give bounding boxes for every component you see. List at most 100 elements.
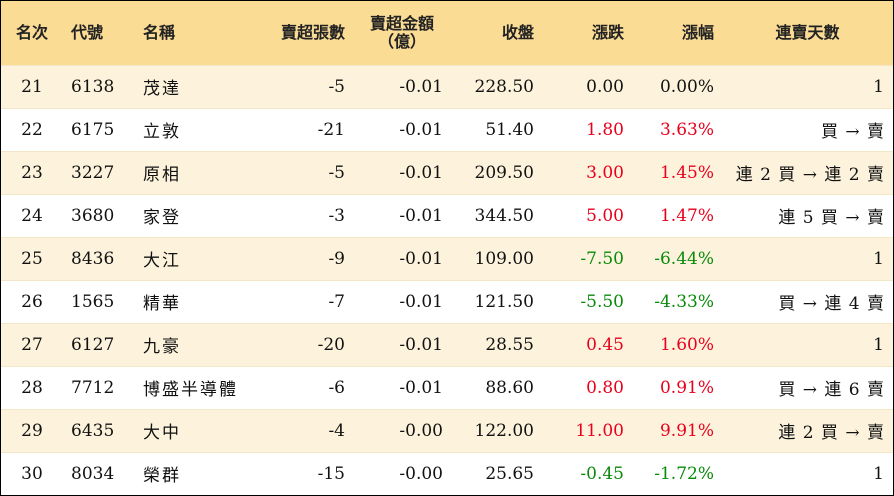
net-sell-lots-cell: -6 bbox=[250, 365, 353, 409]
net-sell-lots-cell: -20 bbox=[250, 322, 353, 366]
consecutive-days-cell: 1 bbox=[722, 322, 893, 366]
close-price-cell: 51.40 bbox=[451, 107, 542, 151]
change-cell: 0.45 bbox=[542, 322, 632, 366]
close-price-cell: 228.50 bbox=[451, 64, 542, 108]
table-row[interactable]: 27 6127 九豪 -20 -0.01 28.55 0.45 1.60% 1 bbox=[1, 322, 893, 366]
change-cell: 0.00 bbox=[542, 64, 632, 108]
header-net-sell-lots[interactable]: 賣超張數 bbox=[280, 22, 345, 42]
stock-code-cell: 8436 bbox=[63, 236, 135, 280]
rank-cell: 27 bbox=[1, 322, 63, 366]
table-row[interactable]: 23 3227 原相 -5 -0.01 209.50 3.00 1.45% 連 2 買 → 連 … bbox=[1, 150, 893, 194]
stock-name-cell: 立敦 bbox=[135, 107, 250, 151]
net-sell-amount-cell: -0.01 bbox=[353, 365, 451, 409]
header-change-pct[interactable]: 漲幅 bbox=[681, 22, 714, 42]
close-price-cell: 122.00 bbox=[451, 408, 542, 452]
stock-name-cell: 大中 bbox=[135, 408, 250, 452]
rank-cell: 22 bbox=[1, 107, 63, 151]
rank-cell: 28 bbox=[1, 365, 63, 409]
net-sell-amount-cell: -0.00 bbox=[353, 451, 451, 495]
change-cell: 11.00 bbox=[542, 408, 632, 452]
change-cell: 5.00 bbox=[542, 193, 632, 237]
change-cell: 0.80 bbox=[542, 365, 632, 409]
stock-name-cell: 榮群 bbox=[135, 451, 250, 495]
table-body: 21 6138 茂達 -5 -0.01 228.50 0.00 0.00% 1 22 6175 立敦 -… bbox=[1, 64, 893, 495]
net-sell-lots-cell: -21 bbox=[250, 107, 353, 151]
stock-name-cell: 茂達 bbox=[135, 64, 250, 108]
net-sell-amount-cell: -0.01 bbox=[353, 279, 451, 323]
net-sell-amount-cell: -0.01 bbox=[353, 150, 451, 194]
stock-code-cell: 1565 bbox=[63, 279, 135, 323]
net-sell-amount-cell: -0.01 bbox=[353, 107, 451, 151]
net-sell-lots-cell: -3 bbox=[250, 193, 353, 237]
consecutive-days-cell: 連 5 買 → 賣 bbox=[722, 193, 893, 237]
change-pct-cell: 1.45% bbox=[632, 150, 722, 194]
consecutive-days-cell: 買 → 賣 bbox=[722, 107, 893, 151]
change-pct-cell: 0.00% bbox=[632, 64, 722, 108]
stock-name-cell: 精華 bbox=[135, 279, 250, 323]
change-pct-cell: 3.63% bbox=[632, 107, 722, 151]
consecutive-days-cell: 1 bbox=[722, 64, 893, 108]
change-cell: 1.80 bbox=[542, 107, 632, 151]
net-sell-amount-cell: -0.01 bbox=[353, 322, 451, 366]
change-pct-cell: -6.44% bbox=[632, 236, 722, 280]
close-price-cell: 209.50 bbox=[451, 150, 542, 194]
net-sell-lots-cell: -9 bbox=[250, 236, 353, 280]
stock-name-cell: 博盛半導體 bbox=[135, 365, 250, 409]
net-sell-lots-cell: -5 bbox=[250, 150, 353, 194]
net-sell-amount-cell: -0.01 bbox=[353, 236, 451, 280]
header-change[interactable]: 漲跌 bbox=[591, 22, 624, 42]
consecutive-days-cell: 連 2 買 → 賣 bbox=[722, 408, 893, 452]
header-rank[interactable]: 名次 bbox=[15, 22, 48, 42]
rank-cell: 29 bbox=[1, 408, 63, 452]
consecutive-days-cell: 1 bbox=[722, 451, 893, 495]
table-row[interactable]: 26 1565 精華 -7 -0.01 121.50 -5.50 -4.33% 買 → 連 4 … bbox=[1, 279, 893, 323]
rank-cell: 30 bbox=[1, 451, 63, 495]
net-sell-lots-cell: -15 bbox=[250, 451, 353, 495]
table-row[interactable]: 30 8034 榮群 -15 -0.00 25.65 -0.45 -1.72% 1 bbox=[1, 451, 893, 495]
stock-code-cell: 6138 bbox=[63, 64, 135, 108]
table-row[interactable]: 25 8436 大江 -9 -0.01 109.00 -7.50 -6.44% 1 bbox=[1, 236, 893, 280]
consecutive-days-cell: 1 bbox=[722, 236, 893, 280]
header-net-sell-amount[interactable]: 賣超金額 （億） bbox=[353, 1, 451, 65]
rank-cell: 26 bbox=[1, 279, 63, 323]
header-name[interactable]: 名稱 bbox=[143, 22, 176, 42]
close-price-cell: 88.60 bbox=[451, 365, 542, 409]
net-sell-lots-cell: -4 bbox=[250, 408, 353, 452]
change-cell: 3.00 bbox=[542, 150, 632, 194]
table-row[interactable]: 29 6435 大中 -4 -0.00 122.00 11.00 9.91% 連 2 買 → 賣 bbox=[1, 408, 893, 452]
change-pct-cell: -4.33% bbox=[632, 279, 722, 323]
stock-code-cell: 6127 bbox=[63, 322, 135, 366]
consecutive-days-cell: 連 2 買 → 連 2 賣 bbox=[722, 150, 893, 194]
close-price-cell: 25.65 bbox=[451, 451, 542, 495]
stock-code-cell: 7712 bbox=[63, 365, 135, 409]
close-price-cell: 121.50 bbox=[451, 279, 542, 323]
change-cell: -5.50 bbox=[542, 279, 632, 323]
header-consecutive-days[interactable]: 連賣天數 bbox=[775, 22, 840, 42]
change-cell: -7.50 bbox=[542, 236, 632, 280]
table-header-row: 名次 代號 名稱 賣超張數 賣超金額 （億） 收盤 漲跌 漲幅 連賣天數 bbox=[1, 1, 893, 65]
stock-code-cell: 8034 bbox=[63, 451, 135, 495]
stock-name-cell: 家登 bbox=[135, 193, 250, 237]
header-net-sell-amount-line2: （億） bbox=[377, 31, 426, 51]
table-row[interactable]: 21 6138 茂達 -5 -0.01 228.50 0.00 0.00% 1 bbox=[1, 64, 893, 108]
table-row[interactable]: 22 6175 立敦 -21 -0.01 51.40 1.80 3.63% 買 → 賣 bbox=[1, 107, 893, 151]
header-net-sell-amount-line1: 賣超金額 bbox=[369, 13, 434, 33]
change-pct-cell: 9.91% bbox=[632, 408, 722, 452]
rank-cell: 23 bbox=[1, 150, 63, 194]
change-pct-cell: 1.47% bbox=[632, 193, 722, 237]
stock-code-cell: 3227 bbox=[63, 150, 135, 194]
close-price-cell: 28.55 bbox=[451, 322, 542, 366]
table-row[interactable]: 28 7712 博盛半導體 -6 -0.01 88.60 0.80 0.91% 買 → 連 6 … bbox=[1, 365, 893, 409]
stock-code-cell: 3680 bbox=[63, 193, 135, 237]
stock-code-cell: 6435 bbox=[63, 408, 135, 452]
rank-cell: 25 bbox=[1, 236, 63, 280]
header-close[interactable]: 收盤 bbox=[501, 22, 534, 42]
stock-name-cell: 大江 bbox=[135, 236, 250, 280]
rank-cell: 24 bbox=[1, 193, 63, 237]
stock-name-cell: 原相 bbox=[135, 150, 250, 194]
net-sell-lots-cell: -5 bbox=[250, 64, 353, 108]
header-code[interactable]: 代號 bbox=[71, 22, 104, 42]
table-row[interactable]: 24 3680 家登 -3 -0.01 344.50 5.00 1.47% 連 5 買 → 賣 bbox=[1, 193, 893, 237]
